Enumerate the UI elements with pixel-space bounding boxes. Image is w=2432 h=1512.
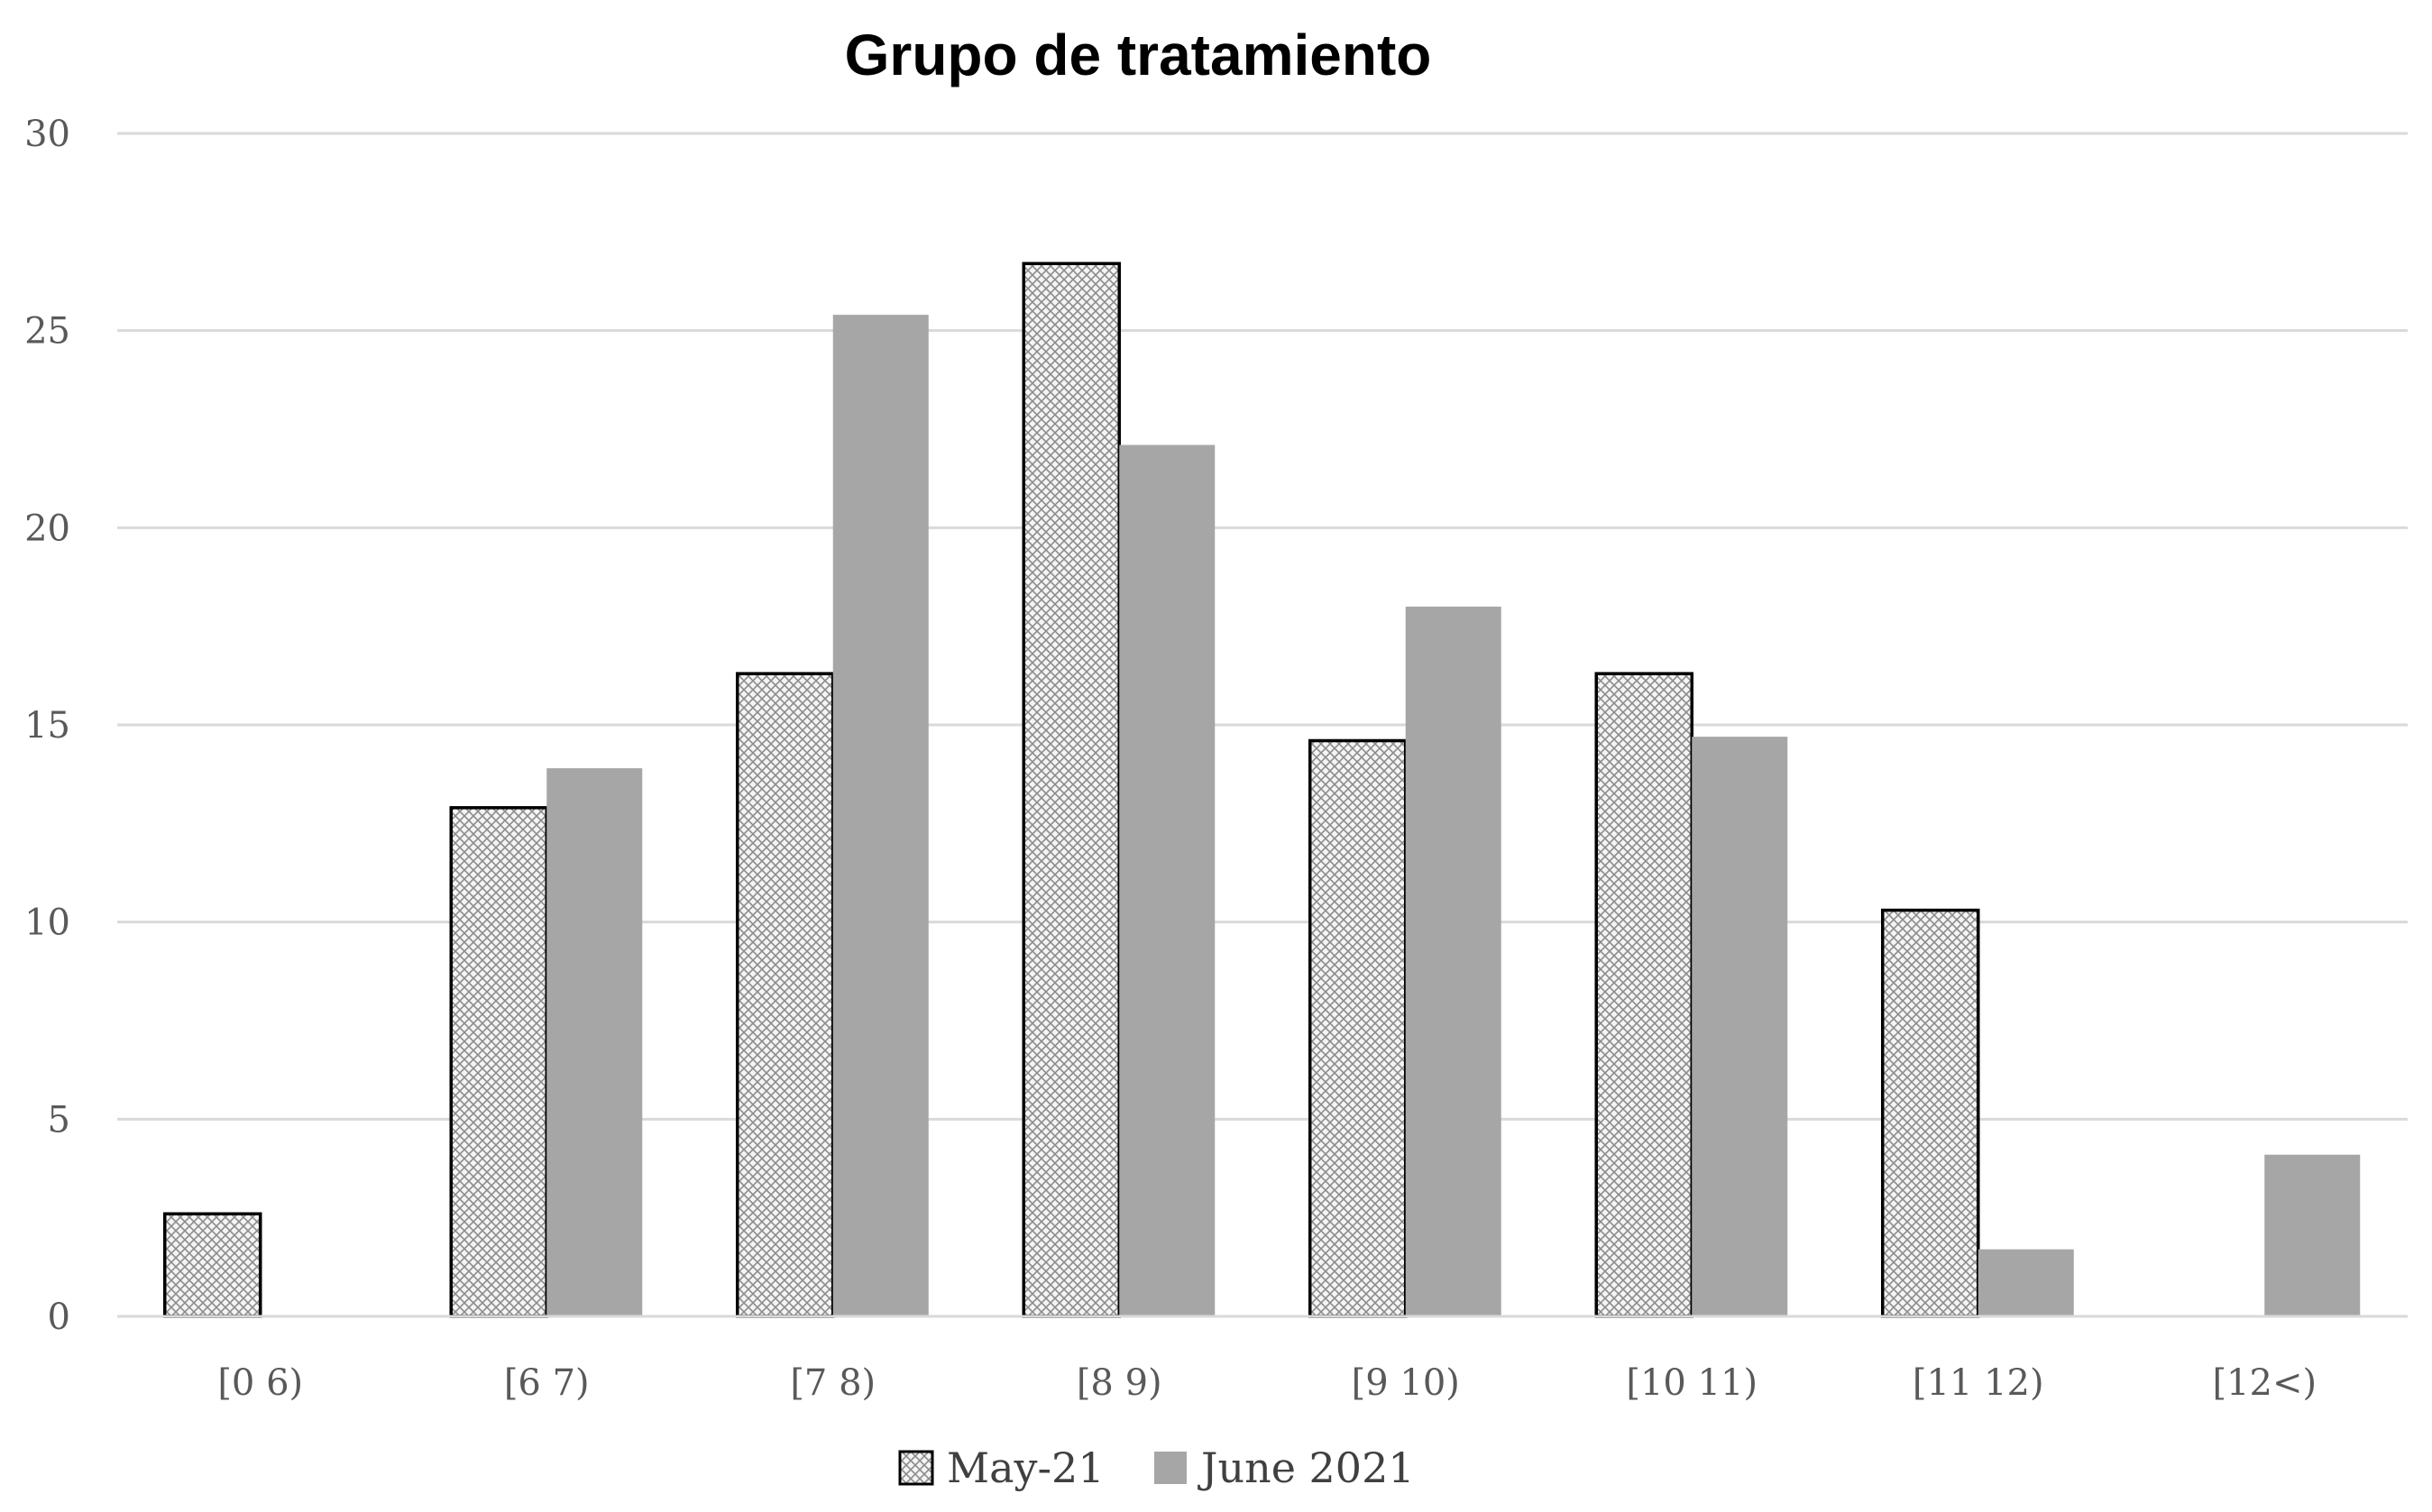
legend-label: June 2021 [1198, 1443, 1415, 1492]
y-tick-label: 25 [24, 311, 70, 353]
y-tick-label: 10 [24, 903, 70, 944]
legend-swatch [898, 1450, 934, 1486]
y-axis-ticks: 0 5 10 15 20 25 30 [24, 114, 70, 1338]
x-tick-label: [6 7) [504, 1362, 590, 1404]
y-tick-label: 20 [24, 508, 70, 549]
bar-june-2021 [1405, 606, 1501, 1316]
y-tick-label: 0 [48, 1297, 70, 1338]
x-tick-label: [8 9) [1077, 1362, 1162, 1404]
bars [163, 261, 2361, 1318]
bar-june-2021 [832, 315, 929, 1316]
x-tick-label: [10 11) [1626, 1362, 1757, 1404]
bar-may-21 [1594, 672, 1693, 1318]
bar-may-21 [736, 672, 835, 1318]
y-tick-label: 5 [48, 1099, 70, 1141]
bar-may-21 [1022, 261, 1121, 1318]
chart-title: Grupo de tratamiento [845, 23, 1432, 87]
bar-may-21 [163, 1212, 262, 1318]
bar-may-21 [1308, 738, 1408, 1318]
x-tick-label: [9 10) [1352, 1362, 1460, 1404]
x-tick-label: [12<) [2212, 1362, 2317, 1404]
x-tick-label: [0 6) [217, 1362, 303, 1404]
bar-june-2021 [1978, 1249, 2074, 1316]
y-tick-label: 30 [24, 114, 70, 155]
x-tick-label: [11 12) [1913, 1362, 2044, 1404]
bar-may-21 [449, 806, 548, 1318]
y-tick-label: 15 [24, 705, 70, 747]
legend-label: May-21 [947, 1443, 1105, 1492]
bar-june-2021 [1692, 737, 1788, 1316]
x-axis-ticks: [0 6) [6 7) [7 8) [8 9) [9 10) [10 11) [11 12)… [217, 1362, 2317, 1404]
legend: May-21 June 2021 [898, 1443, 1415, 1492]
bar-june-2021 [2264, 1154, 2361, 1316]
bar-june-2021 [546, 768, 643, 1316]
bar-may-21 [1881, 908, 1980, 1318]
x-tick-label: [7 8) [790, 1362, 876, 1404]
bar-june-2021 [1119, 444, 1216, 1316]
legend-swatch [1154, 1452, 1187, 1484]
